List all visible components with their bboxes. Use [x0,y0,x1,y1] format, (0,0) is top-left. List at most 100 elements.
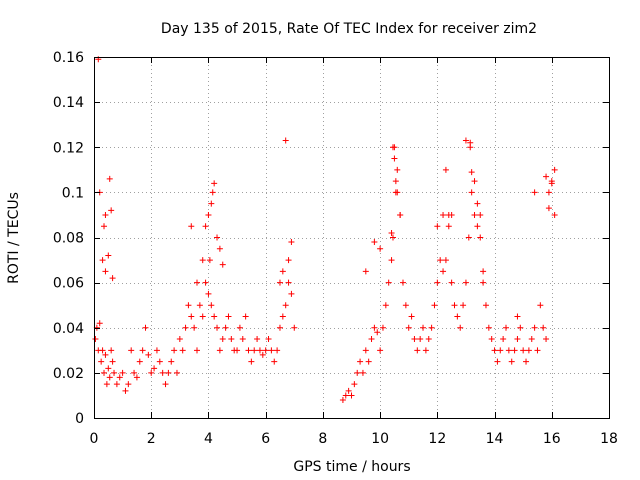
y-tick-label: 0.16 [53,50,84,66]
data-point [446,223,452,229]
data-point [183,325,189,331]
data-point [391,156,397,162]
data-point [363,268,369,274]
data-point [443,167,449,173]
data-point [168,359,174,365]
data-point [237,325,243,331]
data-point [214,235,220,241]
data-point [540,325,546,331]
data-point [537,302,543,308]
data-point [389,230,395,236]
data-point [283,137,289,143]
data-point [200,313,206,319]
x-tick-label: 14 [486,431,504,447]
data-point [377,347,383,353]
data-point [469,169,475,175]
data-point [357,359,363,365]
data-point [514,313,520,319]
data-point [131,370,137,376]
data-point [483,302,489,308]
data-point [529,336,535,342]
data-point [257,347,263,353]
data-point [454,313,460,319]
y-tick-label: 0.1 [62,185,84,201]
data-point [443,257,449,263]
data-point [220,336,226,342]
data-point [254,336,260,342]
data-point [105,365,111,371]
data-point [274,347,280,353]
data-point [102,212,108,218]
x-tick-label: 18 [600,431,618,447]
data-point [148,370,154,376]
data-point [214,325,220,331]
data-point [351,381,357,387]
data-point [354,370,360,376]
data-point [110,275,116,281]
data-point [205,212,211,218]
data-point [251,347,257,353]
y-tick-label: 0.12 [53,140,84,156]
data-point [449,280,455,286]
data-point [431,302,437,308]
data-point [174,370,180,376]
data-point [122,388,128,394]
x-tick-label: 0 [90,431,99,447]
data-point [414,347,420,353]
data-point [512,347,518,353]
data-point [263,347,269,353]
x-tick-labels: 0 2 4 6 8 10 12 14 16 18 [90,431,618,447]
data-point [474,201,480,207]
data-point [494,359,500,365]
data-point [220,262,226,268]
data-point [526,347,532,353]
data-point [163,381,169,387]
data-point [409,313,415,319]
data-point [514,336,520,342]
data-point [400,280,406,286]
data-point [394,167,400,173]
data-point [460,302,466,308]
y-tick-label: 0.06 [53,276,84,292]
data-point [120,370,126,376]
data-point [97,320,103,326]
data-point [340,397,346,403]
data-point [203,280,209,286]
data-point [107,374,113,380]
data-point [532,189,538,195]
data-point [277,325,283,331]
data-point [486,325,492,331]
data-point [134,374,140,380]
data-point [283,302,289,308]
data-point [477,212,483,218]
x-tick-label: 16 [543,431,561,447]
data-point [154,347,160,353]
data-point [280,268,286,274]
data-point [117,374,123,380]
data-point [390,235,396,241]
data-point [474,223,480,229]
data-point [208,302,214,308]
data-point [271,359,277,365]
data-point [125,381,131,387]
data-point [534,347,540,353]
data-point [177,336,183,342]
data-point [248,359,254,365]
data-point [280,313,286,319]
data-point [217,246,223,252]
data-point [114,381,120,387]
x-tick-label: 2 [147,431,156,447]
data-point [543,174,549,180]
y-tick-label: 0.14 [53,95,84,111]
data-point [397,212,403,218]
data-point [520,347,526,353]
x-tick-label: 6 [261,431,270,447]
data-point [449,212,455,218]
data-point [165,370,171,376]
data-point [102,268,108,274]
data-point [101,370,107,376]
data-point [243,313,249,319]
data-point [434,280,440,286]
data-point [452,302,458,308]
data-point [260,352,266,358]
